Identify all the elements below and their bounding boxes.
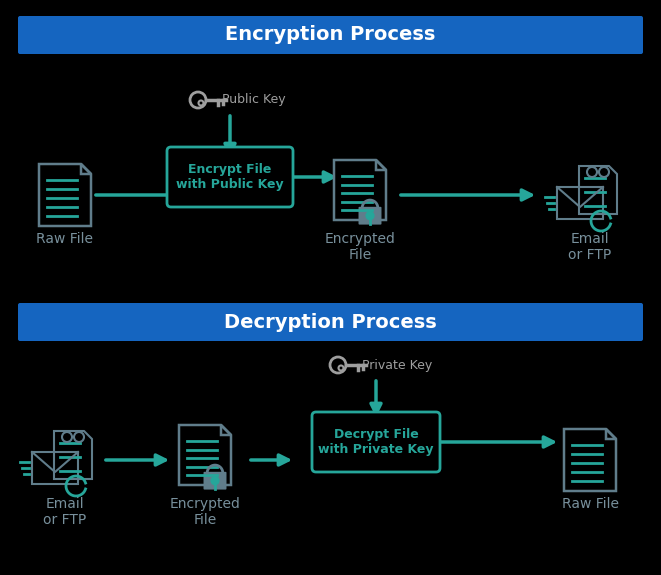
Text: Encrypt File
with Public Key: Encrypt File with Public Key: [176, 163, 284, 191]
FancyBboxPatch shape: [18, 303, 643, 341]
FancyBboxPatch shape: [204, 473, 225, 489]
Text: Encrypted
File: Encrypted File: [325, 232, 395, 262]
Text: Raw File: Raw File: [561, 497, 619, 511]
Circle shape: [366, 212, 374, 220]
Text: Public Key: Public Key: [222, 94, 286, 106]
Text: Email
or FTP: Email or FTP: [44, 497, 87, 527]
Text: Encrypted
File: Encrypted File: [170, 497, 241, 527]
FancyBboxPatch shape: [360, 208, 381, 224]
Text: Email
or FTP: Email or FTP: [568, 232, 611, 262]
FancyBboxPatch shape: [167, 147, 293, 207]
FancyBboxPatch shape: [18, 16, 643, 54]
Text: Decrypt File
with Private Key: Decrypt File with Private Key: [318, 428, 434, 456]
Text: Decryption Process: Decryption Process: [224, 312, 437, 332]
Circle shape: [211, 477, 219, 485]
FancyBboxPatch shape: [312, 412, 440, 472]
Text: Private Key: Private Key: [362, 358, 432, 371]
Text: Raw File: Raw File: [36, 232, 93, 246]
Text: Encryption Process: Encryption Process: [225, 25, 436, 44]
